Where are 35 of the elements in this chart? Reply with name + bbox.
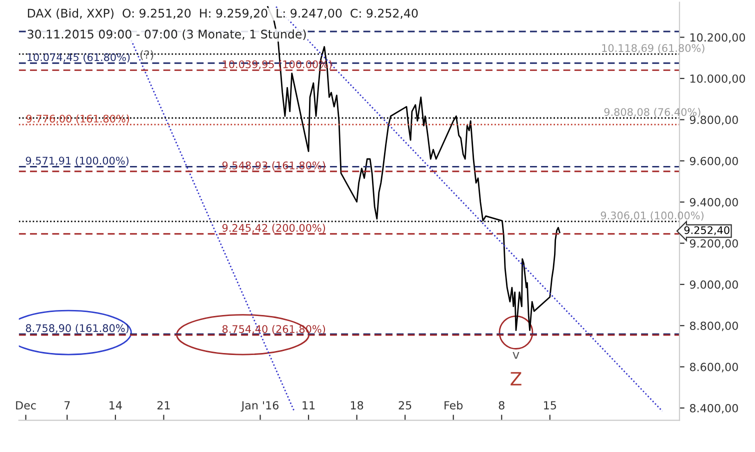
annotation: 10.074,45 (61.80%) — [27, 53, 130, 62]
annotation: 8.758,90 (161.80%) — [26, 324, 128, 334]
x-tick-label: 7 — [64, 401, 70, 410]
y-tick-label: 8.400,00 — [690, 404, 738, 414]
annotation: DAX (Bid, XXP) O: 9.251,20 H: 9.259,20 L: 9.247,00 C: 9.252,40 — [28, 8, 418, 20]
y-tick-label: 10.200,00 — [690, 33, 746, 43]
annotation: v — [512, 352, 520, 359]
y-tick-label: 9.800,00 — [690, 116, 738, 126]
y-tick-label: 8.600,00 — [690, 362, 738, 372]
x-tick-label: 14 — [110, 401, 122, 410]
y-tick-label: 8.800,00 — [690, 322, 738, 332]
annotation: Z — [510, 372, 522, 386]
annotation: 9.245,42 (200.00%) — [222, 224, 326, 234]
annotation: 9.571,91 (100.00%) — [26, 156, 128, 166]
y-tick-label: 9.000,00 — [690, 280, 738, 290]
x-tick-label: 15 — [544, 401, 556, 410]
annotation: 9.306,01 (100.00%) — [600, 211, 704, 221]
annotation: 10.118,69 (61.80%) — [602, 44, 704, 54]
x-tick-label: 25 — [398, 401, 412, 410]
x-tick-label: 21 — [157, 401, 170, 410]
y-tick-label: 10.000,00 — [690, 74, 746, 84]
y-tick-label: 9.600,00 — [690, 156, 738, 166]
x-tick-label: 11 — [302, 401, 315, 410]
annotation: 30.11.2015 09:00 - 07:00 (3 Monate, 1 Stunde) — [28, 29, 306, 40]
x-tick-label: Dec — [16, 401, 36, 410]
annotation: 9.776,00 (161.80%) — [26, 114, 130, 124]
y-tick-label: 9.400,00 — [690, 198, 738, 208]
x-tick-label: Feb — [444, 400, 463, 410]
annotation: (?) — [140, 50, 154, 60]
y-tick-label: 9.200,00 — [690, 239, 738, 249]
x-tick-label: Jan '16 — [240, 401, 278, 412]
annotation: 9.252,40 — [684, 226, 730, 236]
annotation: 9.808,08 (76.40%) — [604, 108, 700, 118]
x-tick-label: 8 — [498, 401, 504, 410]
x-tick-label: 18 — [350, 401, 364, 410]
